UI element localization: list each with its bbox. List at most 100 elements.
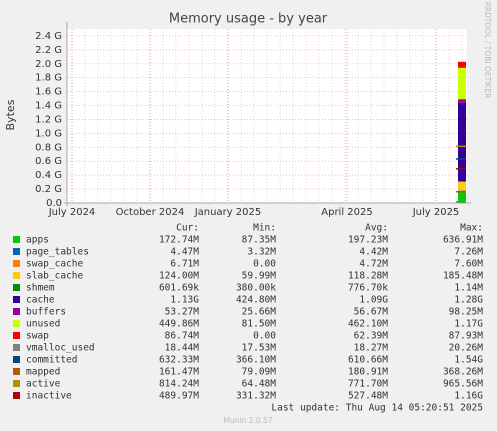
legend-min: 3.32M: [247, 247, 276, 258]
legend-cur: 6.71M: [170, 259, 199, 270]
stack-segment: [458, 61, 466, 68]
legend-name: shmem: [26, 283, 55, 294]
y-tick-label: 1.8 G: [35, 73, 62, 84]
legend-min: 17.53M: [242, 343, 277, 354]
legend-swatch: [13, 368, 20, 375]
stack-segment: [458, 99, 466, 103]
credit: Munin 2.0.57: [223, 416, 272, 425]
legend-cur: 124.00M: [159, 271, 199, 282]
legend-avg: 776.70k: [348, 283, 388, 294]
legend-name: page_tables: [26, 247, 89, 258]
legend-avg: 1.09G: [359, 295, 388, 306]
stack-segment: [458, 67, 466, 100]
chart-title: Memory usage - by year: [169, 12, 328, 27]
legend-max: 1.14M: [454, 283, 483, 294]
legend-swatch: [13, 236, 20, 243]
y-tick-label: 0.6 G: [35, 156, 62, 167]
legend-header: Cur:: [176, 223, 199, 234]
legend-name: active: [26, 379, 61, 390]
x-tick-label: April 2025: [321, 207, 372, 218]
legend-cur: 814.24M: [159, 379, 199, 390]
legend-avg: 527.48M: [348, 391, 388, 402]
y-tick-label: 0.8 G: [35, 142, 62, 153]
legend-avg: 197.23M: [348, 235, 388, 246]
stack-segment: [458, 190, 466, 203]
stack-segment: [458, 181, 466, 191]
y-tick-label: 0.4 G: [35, 170, 62, 181]
legend-swatch: [13, 332, 20, 339]
legend-header: Avg:: [365, 223, 388, 234]
legend-max: 1.17G: [454, 319, 483, 330]
legend-avg: 180.91M: [348, 367, 388, 378]
legend-avg: 771.70M: [348, 379, 388, 390]
legend-cur: 172.74M: [159, 235, 199, 246]
x-tick-label: July 2024: [48, 207, 96, 218]
legend-swatch: [13, 248, 20, 255]
x-tick-label: January 2025: [194, 207, 262, 218]
y-tick-label: 1.0 G: [35, 128, 62, 139]
legend-avg: 462.10M: [348, 319, 388, 330]
y-axis-label: Bytes: [4, 99, 17, 130]
stack-segment: [458, 102, 466, 182]
legend-header: Min:: [253, 223, 276, 234]
legend-cur: 4.47M: [170, 247, 199, 258]
legend-avg: 18.27M: [354, 343, 389, 354]
legend-cur: 449.86M: [159, 319, 199, 330]
legend-min: 79.09M: [242, 367, 277, 378]
legend-name: swap: [26, 331, 49, 342]
legend-swatch: [13, 284, 20, 291]
legend-max: 636.91M: [443, 235, 483, 246]
legend-max: 7.26M: [454, 247, 483, 258]
footer: Last update: Thu Aug 14 05:20:51 2025: [271, 403, 483, 414]
legend-avg: 56.67M: [354, 307, 389, 318]
legend-max: 20.26M: [449, 343, 484, 354]
legend-cur: 161.47M: [159, 367, 199, 378]
legend-avg: 118.28M: [348, 271, 388, 282]
legend-cur: 632.33M: [159, 355, 199, 366]
legend-min: 81.50M: [242, 319, 277, 330]
legend-name: vmalloc_used: [26, 343, 95, 354]
legend-avg: 4.72M: [359, 259, 388, 270]
legend-name: buffers: [26, 307, 66, 318]
legend-name: committed: [26, 355, 77, 366]
legend-avg: 610.66M: [348, 355, 388, 366]
legend-max: 965.56M: [443, 379, 483, 390]
legend-name: cache: [26, 295, 55, 306]
legend-swatch: [13, 344, 20, 351]
legend-name: apps: [26, 235, 49, 246]
legend-cur: 86.74M: [165, 331, 200, 342]
legend-name: slab_cache: [26, 271, 83, 282]
legend-swatch: [13, 320, 20, 327]
legend-avg: 62.39M: [354, 331, 389, 342]
legend-min: 424.80M: [236, 295, 276, 306]
legend-name: mapped: [26, 367, 60, 378]
legend-avg: 4.42M: [359, 247, 388, 258]
legend-max: 87.93M: [449, 331, 484, 342]
watermark: RRDTOOL / TOBI OETIKER: [483, 2, 492, 99]
legend-min: 25.66M: [242, 307, 277, 318]
y-tick-label: 1.4 G: [35, 101, 62, 112]
legend-max: 368.26M: [443, 367, 483, 378]
legend-min: 366.10M: [236, 355, 276, 366]
legend-min: 59.99M: [242, 271, 277, 282]
y-tick-label: 2.0 G: [35, 59, 62, 70]
y-tick-label: 0.0: [46, 198, 62, 209]
legend-min: 64.48M: [242, 379, 277, 390]
legend-name: unused: [26, 319, 60, 330]
legend-swatch: [13, 260, 20, 267]
legend-cur: 489.97M: [159, 391, 199, 402]
y-tick-label: 1.6 G: [35, 87, 62, 98]
legend-cur: 18.44M: [165, 343, 200, 354]
legend-min: 87.35M: [242, 235, 277, 246]
x-tick-label: July 2025: [412, 207, 460, 218]
legend-swatch: [13, 392, 20, 399]
legend-cur: 1.13G: [170, 295, 199, 306]
x-tick-label: October 2024: [116, 207, 185, 218]
legend-swatch: [13, 356, 20, 363]
y-tick-label: 2.4 G: [35, 31, 62, 42]
y-tick-label: 1.2 G: [35, 114, 62, 125]
legend-cur: 601.69k: [159, 283, 199, 294]
legend-min: 331.32M: [236, 391, 276, 402]
legend-max: 98.25M: [449, 307, 484, 318]
